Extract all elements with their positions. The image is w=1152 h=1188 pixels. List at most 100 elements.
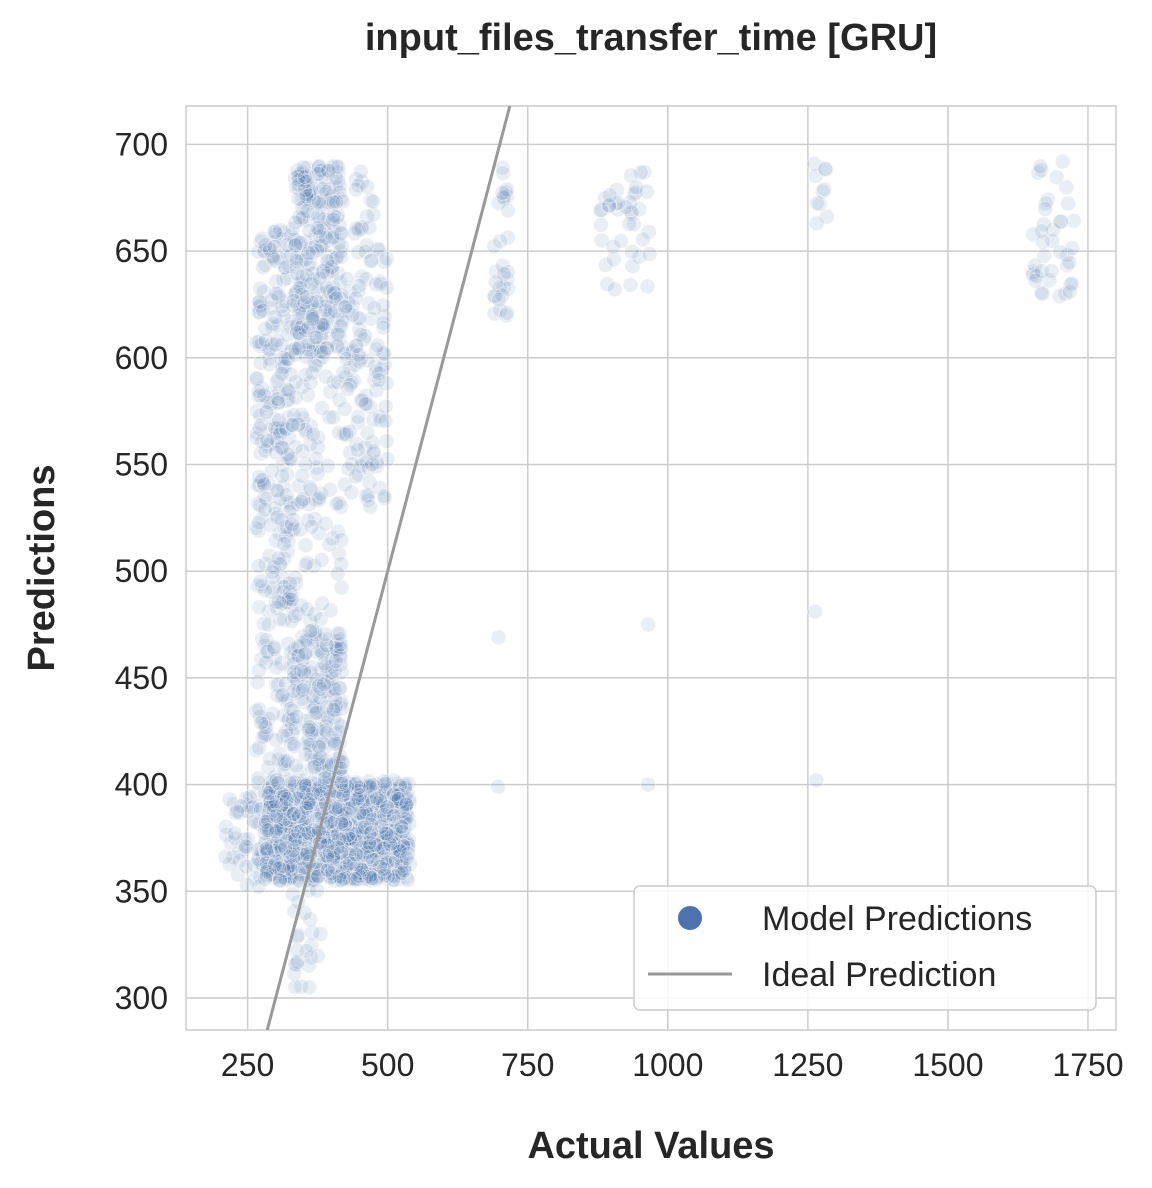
data-point [297,645,314,662]
y-tick-label: 400 [115,767,168,803]
data-point [333,249,350,265]
data-point [325,701,342,718]
data-point [311,270,328,287]
data-point [350,408,367,425]
data-point [494,185,511,201]
data-point [339,381,356,398]
data-point [319,253,336,269]
data-point [324,229,341,246]
data-point [276,535,292,552]
data-point [280,382,297,399]
data-point [257,320,274,337]
data-point [294,681,311,698]
data-point [495,165,511,182]
data-point [286,805,303,822]
x-tick-label: 1000 [632,1047,703,1083]
data-point [1052,244,1069,260]
data-point [226,825,243,842]
data-point [635,231,651,248]
data-point [499,305,515,321]
data-point [272,785,289,801]
data-point [396,862,413,879]
data-point [1054,153,1071,170]
x-tick-label: 500 [361,1047,414,1083]
x-axis-ticks: 250 500 750 1000 1250 1500 1750 [221,1047,1124,1083]
data-point [816,181,832,198]
data-point [359,179,376,195]
data-point [259,811,276,828]
data-point [217,848,234,865]
data-point [218,827,235,843]
data-point [337,299,354,316]
data-point [368,790,385,807]
data-point [377,398,394,415]
data-point [339,271,355,287]
data-point [378,250,395,267]
x-tick-label: 1250 [772,1047,843,1083]
data-point [315,344,332,361]
data-point [270,593,287,610]
data-point [377,413,394,429]
data-point [229,803,245,820]
data-point [267,444,284,461]
data-point [393,819,410,836]
plot-frame [185,105,1117,1031]
data-point [330,799,347,815]
data-point [239,876,255,893]
data-point [366,300,383,316]
data-point [279,791,295,808]
data-point [398,796,415,813]
data-points [217,153,1082,996]
data-point [251,701,268,718]
data-point [298,943,315,959]
data-point [362,499,379,515]
data-point [641,246,658,263]
data-point [352,326,369,343]
data-point [296,664,313,681]
data-point [268,285,285,302]
y-tick-label: 500 [115,553,168,589]
data-point [807,603,824,620]
data-point [283,861,300,878]
data-point [361,474,378,491]
data-point [399,850,415,867]
data-point [639,278,656,295]
data-point [490,778,506,795]
data-point [302,623,319,640]
data-point [341,423,358,440]
data-point [364,777,381,793]
data-point [250,383,267,400]
data-point [238,858,255,875]
data-point [342,855,358,872]
legend-marker-model-predictions [678,906,702,930]
data-point [333,774,350,790]
data-point [291,808,308,825]
data-point [314,595,331,612]
data-point [325,211,342,228]
data-point [266,639,283,656]
data-point [287,237,304,254]
data-point [492,233,509,250]
y-tick-label: 350 [115,873,168,909]
data-point [304,785,321,802]
data-point [290,190,307,207]
data-point [1037,201,1054,217]
data-point [817,161,834,177]
data-point [362,789,379,806]
data-point [330,158,347,175]
data-point [268,808,285,824]
data-point [230,866,246,883]
data-point [613,233,629,249]
y-tick-label: 700 [115,126,168,162]
data-point [250,558,267,574]
data-point [284,416,301,433]
data-point [274,468,290,484]
data-point [347,468,364,485]
y-tick-label: 650 [115,233,168,269]
data-point [364,456,381,473]
data-point [258,813,275,830]
data-point [303,518,320,535]
data-point [299,601,316,618]
data-point [265,251,282,268]
